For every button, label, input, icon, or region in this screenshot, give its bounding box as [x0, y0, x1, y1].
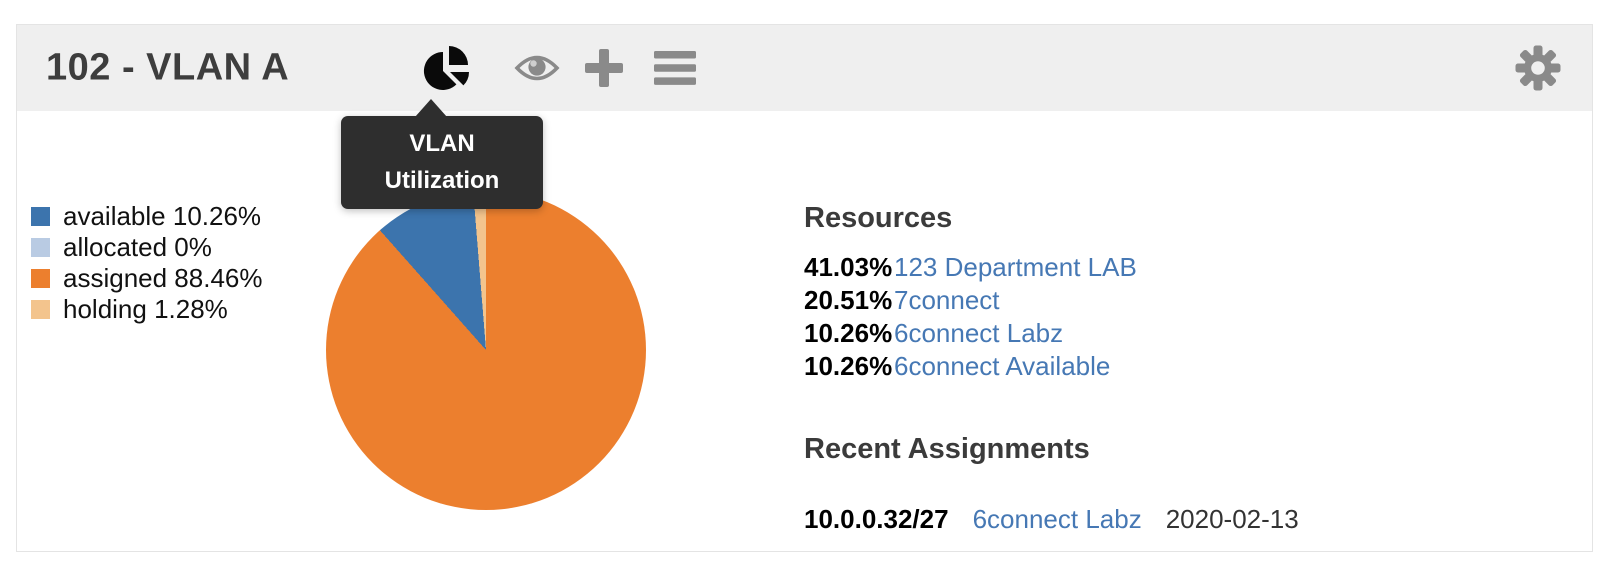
assignment-cidr: 10.0.0.32/27	[804, 504, 949, 534]
legend-item-assigned: assigned 88.46%	[31, 263, 262, 294]
pie-legend: available 10.26% allocated 0% assigned 8…	[31, 201, 262, 325]
resource-link[interactable]: 123 Department LAB	[894, 252, 1137, 282]
legend-item-available: available 10.26%	[31, 201, 262, 232]
assignment-resource-link[interactable]: 6connect Labz	[972, 504, 1142, 534]
widget-title: 102 - VLAN A	[46, 46, 290, 89]
add-icon[interactable]	[585, 49, 623, 87]
resource-percent: 20.51%	[804, 285, 893, 315]
menu-icon[interactable]	[654, 51, 696, 85]
legend-swatch-assigned	[31, 269, 50, 288]
legend-item-holding: holding 1.28%	[31, 294, 262, 325]
legend-label: available 10.26%	[63, 201, 262, 231]
resource-percent: 10.26%	[804, 318, 893, 348]
legend-swatch-available	[31, 207, 50, 226]
recent-assignments-heading: Recent Assignments	[804, 433, 1090, 465]
resource-link[interactable]: 6connect Available	[894, 351, 1111, 381]
legend-item-allocated: allocated 0%	[31, 232, 262, 263]
vlan-widget: 102 - VLAN A	[16, 24, 1593, 552]
tooltip-line-1: VLAN	[409, 130, 475, 157]
resource-row: 10.26% 6connect Available	[804, 350, 1137, 383]
legend-label: allocated 0%	[63, 232, 212, 262]
resource-percent: 10.26%	[804, 351, 893, 381]
resources-heading: Resources	[804, 202, 953, 234]
legend-label: assigned 88.46%	[63, 263, 263, 293]
resource-link[interactable]: 6connect Labz	[894, 318, 1064, 348]
assignment-row: 10.0.0.32/27 6connect Labz 2020-02-13	[804, 504, 1299, 535]
resource-row: 41.03% 123 Department LAB	[804, 251, 1137, 284]
legend-swatch-holding	[31, 300, 50, 319]
resource-row: 20.51% 7connect	[804, 284, 1137, 317]
resource-percent: 41.03%	[804, 252, 893, 282]
resource-row: 10.26% 6connect Labz	[804, 317, 1137, 350]
legend-label: holding 1.28%	[63, 294, 228, 324]
legend-swatch-allocated	[31, 238, 50, 257]
tooltip-line-2: Utilization	[384, 167, 500, 194]
tooltip-arrow	[415, 99, 447, 117]
assignment-date: 2020-02-13	[1165, 504, 1299, 534]
gear-icon[interactable]	[1515, 45, 1561, 91]
vlan-pie-chart	[326, 190, 646, 510]
resources-list: 41.03% 123 Department LAB 20.51% 7connec…	[804, 251, 1137, 383]
resource-link[interactable]: 7connect	[894, 285, 1000, 315]
eye-icon[interactable]	[514, 52, 560, 84]
vlan-utilization-tooltip: VLAN Utilization	[341, 99, 543, 209]
widget-header: 102 - VLAN A	[17, 25, 1592, 111]
vlan-utilization-chart-icon[interactable]	[423, 45, 469, 91]
